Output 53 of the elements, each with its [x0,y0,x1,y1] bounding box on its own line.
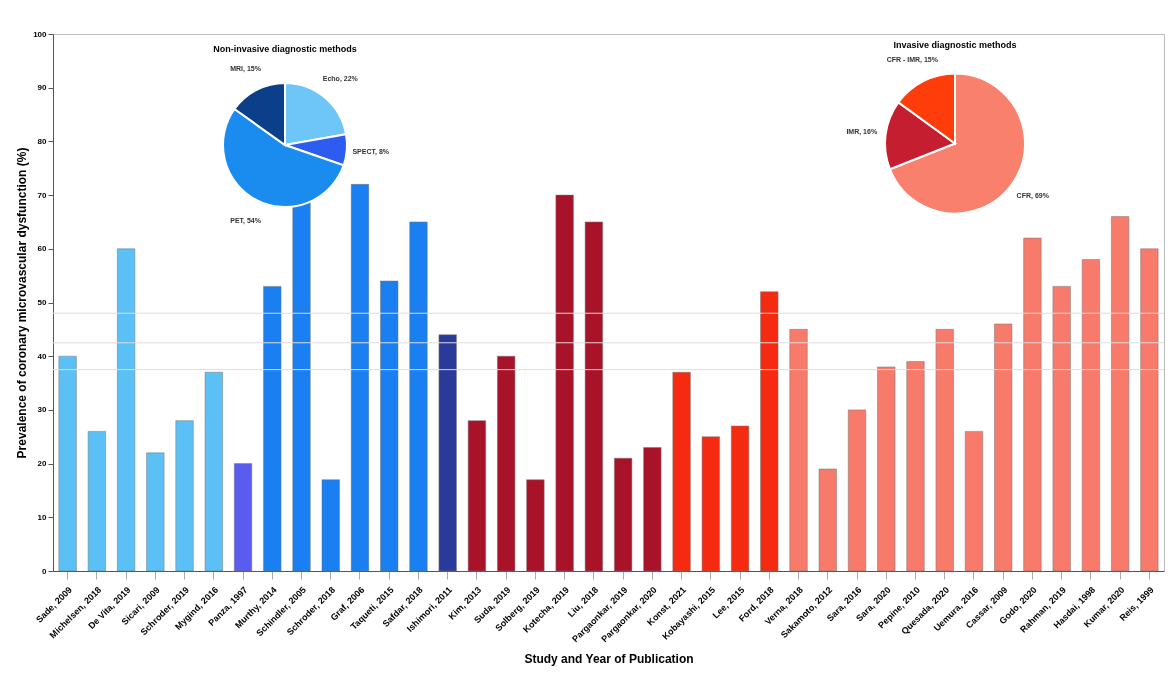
bar [555,194,574,572]
bar [584,221,603,572]
bar [292,200,311,572]
bar [964,431,983,572]
bar [760,291,779,572]
bar [935,329,954,572]
bar [1081,259,1100,572]
bar [146,452,165,572]
y-tick-label: 30 [37,405,48,415]
bar [701,436,720,572]
bar [117,248,136,572]
bar [994,323,1013,572]
bar [1052,286,1071,572]
y-tick-label: 80 [37,136,48,146]
bar [877,366,896,572]
bar [204,372,223,572]
bar [380,280,399,572]
bar [234,463,253,572]
y-tick-label: 10 [37,512,48,522]
bar [1023,237,1042,572]
bar [818,468,837,572]
bar [643,447,662,572]
chart-title: Non-invasive diagnostic methods [213,44,357,54]
y-tick-label: 70 [37,190,48,200]
bar [526,479,545,572]
chart-title: Invasive diagnostic methods [893,39,1017,50]
bar [789,329,808,572]
bar [614,457,633,572]
bar [321,479,340,572]
bar [497,355,516,572]
bar [847,409,867,572]
y-tick-label: 50 [37,298,48,307]
y-tick-label: 0 [42,566,48,576]
bar [263,286,282,572]
bar [731,425,750,572]
y-tick-label: 100 [33,29,48,39]
bar [1111,216,1130,572]
y-tick-label: 60 [37,244,48,254]
bar [438,334,457,572]
bar [409,221,428,572]
bar [58,355,77,572]
bar [906,361,925,572]
y-tick-label: 90 [37,83,48,93]
bar [175,420,194,572]
x-axis-title: Study and Year of Publication [524,652,694,667]
bar [467,420,486,572]
y-axis-title: Prevalence of coronary microvascular dysfunction (%) [15,147,30,459]
y-tick-label: 20 [37,459,48,469]
bar [1140,248,1159,572]
bar [350,184,370,572]
bar [672,372,691,572]
y-tick-label: 40 [37,351,48,361]
bar [87,431,106,572]
